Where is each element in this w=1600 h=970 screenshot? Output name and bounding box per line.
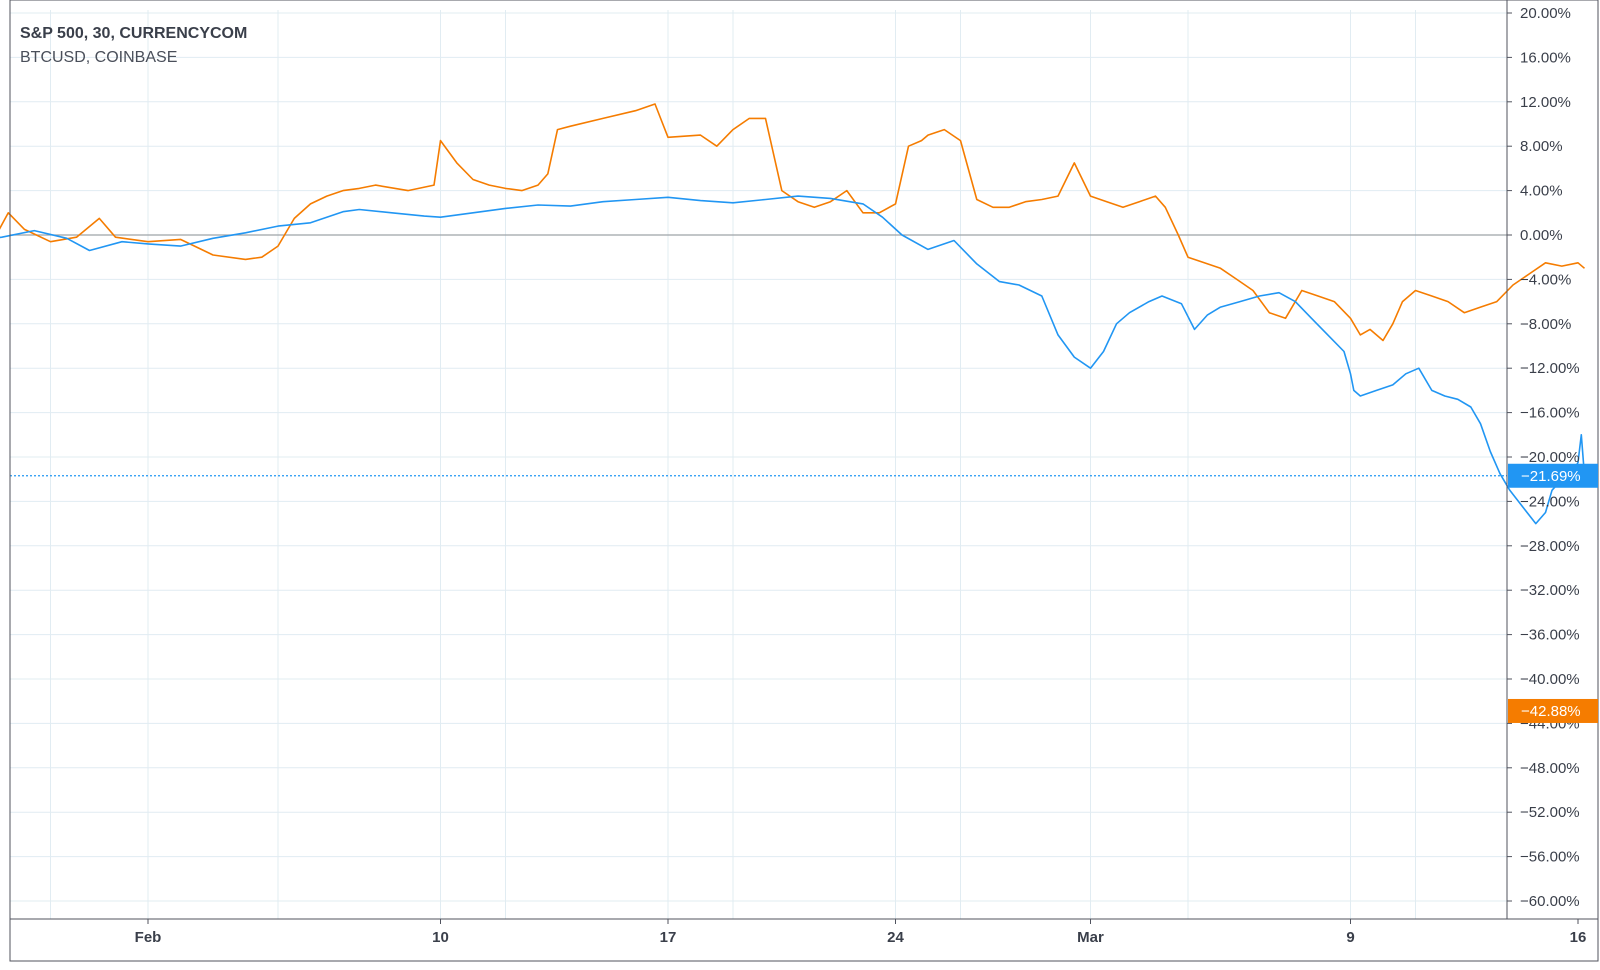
y-tick-label: 16.00% xyxy=(1520,49,1571,66)
last-value-label-sp500: −21.69% xyxy=(1521,468,1581,485)
y-tick-label: −56.00% xyxy=(1520,849,1580,866)
y-tick-label: 20.00% xyxy=(1520,5,1571,22)
last-value-badges: −21.69% −42.88% xyxy=(1508,463,1598,723)
y-tick-label: −40.00% xyxy=(1520,671,1580,688)
y-tick-label: 8.00% xyxy=(1520,138,1563,155)
y-tick-label: 12.00% xyxy=(1520,94,1571,111)
y-tick-label: 4.00% xyxy=(1520,183,1563,200)
y-tick-label: −52.00% xyxy=(1520,804,1580,821)
y-tick-label: −16.00% xyxy=(1520,405,1580,422)
axes xyxy=(9,0,1599,962)
last-value-badge-sp500 xyxy=(1508,463,1598,488)
last-value-label-btc: −42.88% xyxy=(1521,703,1581,720)
x-tick-label: 10 xyxy=(432,929,449,946)
last-value-badge-btc xyxy=(1508,698,1598,723)
y-tick-label: −8.00% xyxy=(1520,316,1571,333)
y-tick-label: −28.00% xyxy=(1520,538,1580,555)
x-tick-label: 17 xyxy=(660,929,677,946)
x-tick-label: Feb xyxy=(135,929,162,946)
y-axis-labels: 20.00% 16.00% 12.00% 8.00% 4.00% 0.00% −4.00% −… xyxy=(1507,5,1580,910)
grid xyxy=(10,10,1507,919)
y-tick-label: −20.00% xyxy=(1520,449,1580,466)
x-tick-label: 24 xyxy=(887,929,904,946)
y-tick-label: −60.00% xyxy=(1520,893,1580,910)
chart-frame xyxy=(9,0,1599,962)
y-tick-label: −12.00% xyxy=(1520,360,1580,377)
series-layer xyxy=(0,103,1586,525)
legend-primary-symbol[interactable]: S&P 500, 30, CURRENCYCOM xyxy=(20,25,248,42)
y-tick-label: 0.00% xyxy=(1520,227,1563,244)
y-tick-label: −36.00% xyxy=(1520,627,1580,644)
y-tick-label: −4.00% xyxy=(1520,271,1571,288)
legend-secondary-symbol[interactable]: BTCUSD, COINBASE xyxy=(20,49,178,66)
chart-legend: S&P 500, 30, CURRENCYCOM BTCUSD, COINBAS… xyxy=(20,22,247,70)
y-tick-label: −24.00% xyxy=(1520,493,1580,510)
series-line-btc xyxy=(0,103,1586,342)
x-tick-label: Mar xyxy=(1077,929,1104,946)
x-tick-label: 16 xyxy=(1570,929,1587,946)
x-axis-labels: Feb 10 17 24 Mar 9 16 xyxy=(135,919,1587,946)
x-tick-label: 9 xyxy=(1346,929,1354,946)
y-tick-label: −48.00% xyxy=(1520,760,1580,777)
series-line-sp500 xyxy=(0,195,1586,525)
y-tick-label: −32.00% xyxy=(1520,582,1580,599)
